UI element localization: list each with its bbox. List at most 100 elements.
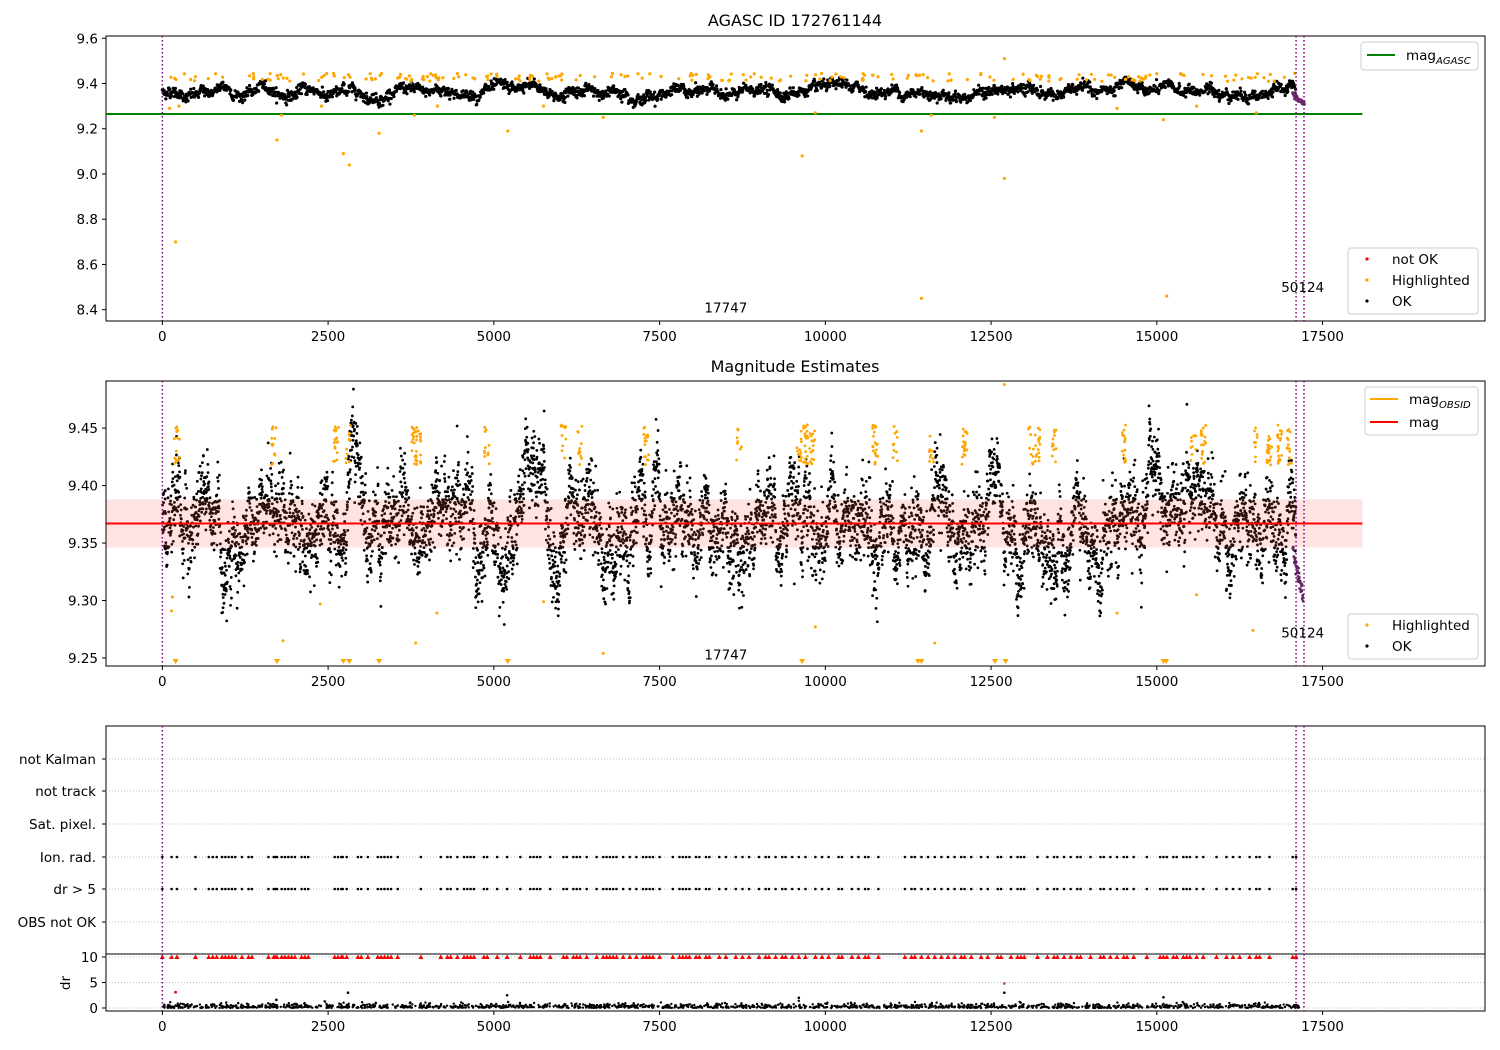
highlighted-point: [1089, 72, 1093, 76]
ok-point: [510, 536, 514, 539]
ok-point: [223, 593, 227, 596]
ok-point: [227, 541, 231, 544]
ok-point: [293, 90, 297, 94]
ok-point: [365, 526, 369, 530]
ok-point: [288, 507, 292, 511]
highlighted-point: [1143, 76, 1148, 80]
ok-point: [445, 507, 449, 511]
highlighted-point: [988, 75, 992, 79]
ok-point: [181, 551, 185, 555]
ok-point: [509, 489, 513, 492]
ok-point: [776, 88, 780, 92]
ok-point: [331, 470, 334, 474]
ok-point: [514, 543, 518, 547]
highlighted-point: [609, 75, 614, 79]
ok-point: [291, 511, 295, 515]
ok-point: [199, 487, 203, 491]
ok-point: [434, 469, 438, 473]
x-tick-label: 12500: [970, 329, 1013, 345]
ok-point: [248, 501, 252, 505]
ok-point: [406, 508, 410, 512]
highlighted-point: [425, 74, 430, 79]
ok-point: [402, 504, 406, 508]
ok-point: [454, 88, 458, 93]
highlighted-point: [691, 73, 695, 77]
ok-point: [203, 482, 206, 486]
ok-point: [292, 537, 295, 541]
ok-point: [1120, 86, 1124, 90]
ok-point: [820, 79, 824, 83]
ok-point: [293, 532, 297, 536]
highlighted-point: [677, 77, 681, 81]
highlighted-point: [364, 77, 368, 81]
ok-point: [377, 101, 382, 105]
ok-point: [227, 565, 231, 568]
ok-point: [457, 501, 461, 505]
ok-point: [520, 514, 524, 518]
ok-point: [328, 581, 332, 585]
ok-point: [303, 538, 306, 542]
ok-point: [371, 549, 374, 553]
ok-point: [208, 496, 212, 500]
ok-point: [390, 519, 394, 523]
ok-point: [1011, 82, 1015, 86]
ok-point: [346, 528, 350, 532]
agasc-axes-frame: [105, 35, 1486, 322]
ok-point: [515, 499, 519, 503]
ok-point: [192, 497, 196, 501]
ok-point: [402, 511, 406, 515]
ok-point: [401, 81, 406, 85]
ok-point: [270, 502, 274, 506]
ok-point: [436, 471, 440, 475]
ok-point: [274, 101, 279, 105]
ok-point: [510, 88, 514, 92]
ok-point: [387, 88, 392, 92]
highlighted-point: [550, 77, 554, 81]
ok-point: [502, 589, 506, 593]
highlighted-point: [173, 76, 177, 81]
ok-point: [298, 570, 302, 574]
ok-point: [284, 533, 288, 537]
ok-point: [189, 87, 193, 91]
ok-point: [400, 514, 404, 518]
ok-point: [470, 502, 473, 505]
ok-point: [196, 542, 200, 546]
ok-point: [659, 97, 663, 101]
highlighted-point: [1272, 79, 1276, 83]
highlighted-point: [706, 76, 710, 81]
ok-point: [308, 549, 312, 553]
ok-point: [324, 480, 328, 483]
highlighted-point: [514, 77, 518, 81]
ok-point: [276, 482, 280, 485]
ok-point: [884, 94, 888, 98]
ok-point: [244, 514, 248, 518]
ok-point: [362, 548, 366, 552]
highlighted-point: [268, 72, 272, 76]
ok-point: [424, 94, 428, 99]
ok-point: [552, 96, 556, 101]
ok-point: [347, 486, 351, 489]
ok-point: [170, 542, 174, 546]
ok-point: [296, 485, 300, 489]
ok-point: [215, 493, 219, 497]
ok-point: [229, 587, 233, 591]
ok-point: [496, 575, 500, 579]
ok-point: [653, 104, 657, 108]
ok-point: [445, 517, 448, 521]
ok-point: [490, 509, 494, 513]
ok-point: [417, 536, 421, 540]
ok-point: [216, 476, 219, 479]
ok-point: [320, 542, 324, 546]
ok-point: [503, 77, 507, 82]
ok-point: [968, 98, 972, 103]
ok-point: [322, 519, 326, 523]
ok-point: [245, 508, 248, 512]
ok-point: [287, 538, 291, 542]
ok-point: [386, 99, 390, 103]
ok-point: [872, 94, 877, 99]
ok-point: [278, 470, 281, 474]
ok-point: [355, 424, 359, 428]
ok-point: [269, 482, 273, 486]
ok-point: [394, 555, 398, 559]
ok-point: [1140, 84, 1145, 88]
